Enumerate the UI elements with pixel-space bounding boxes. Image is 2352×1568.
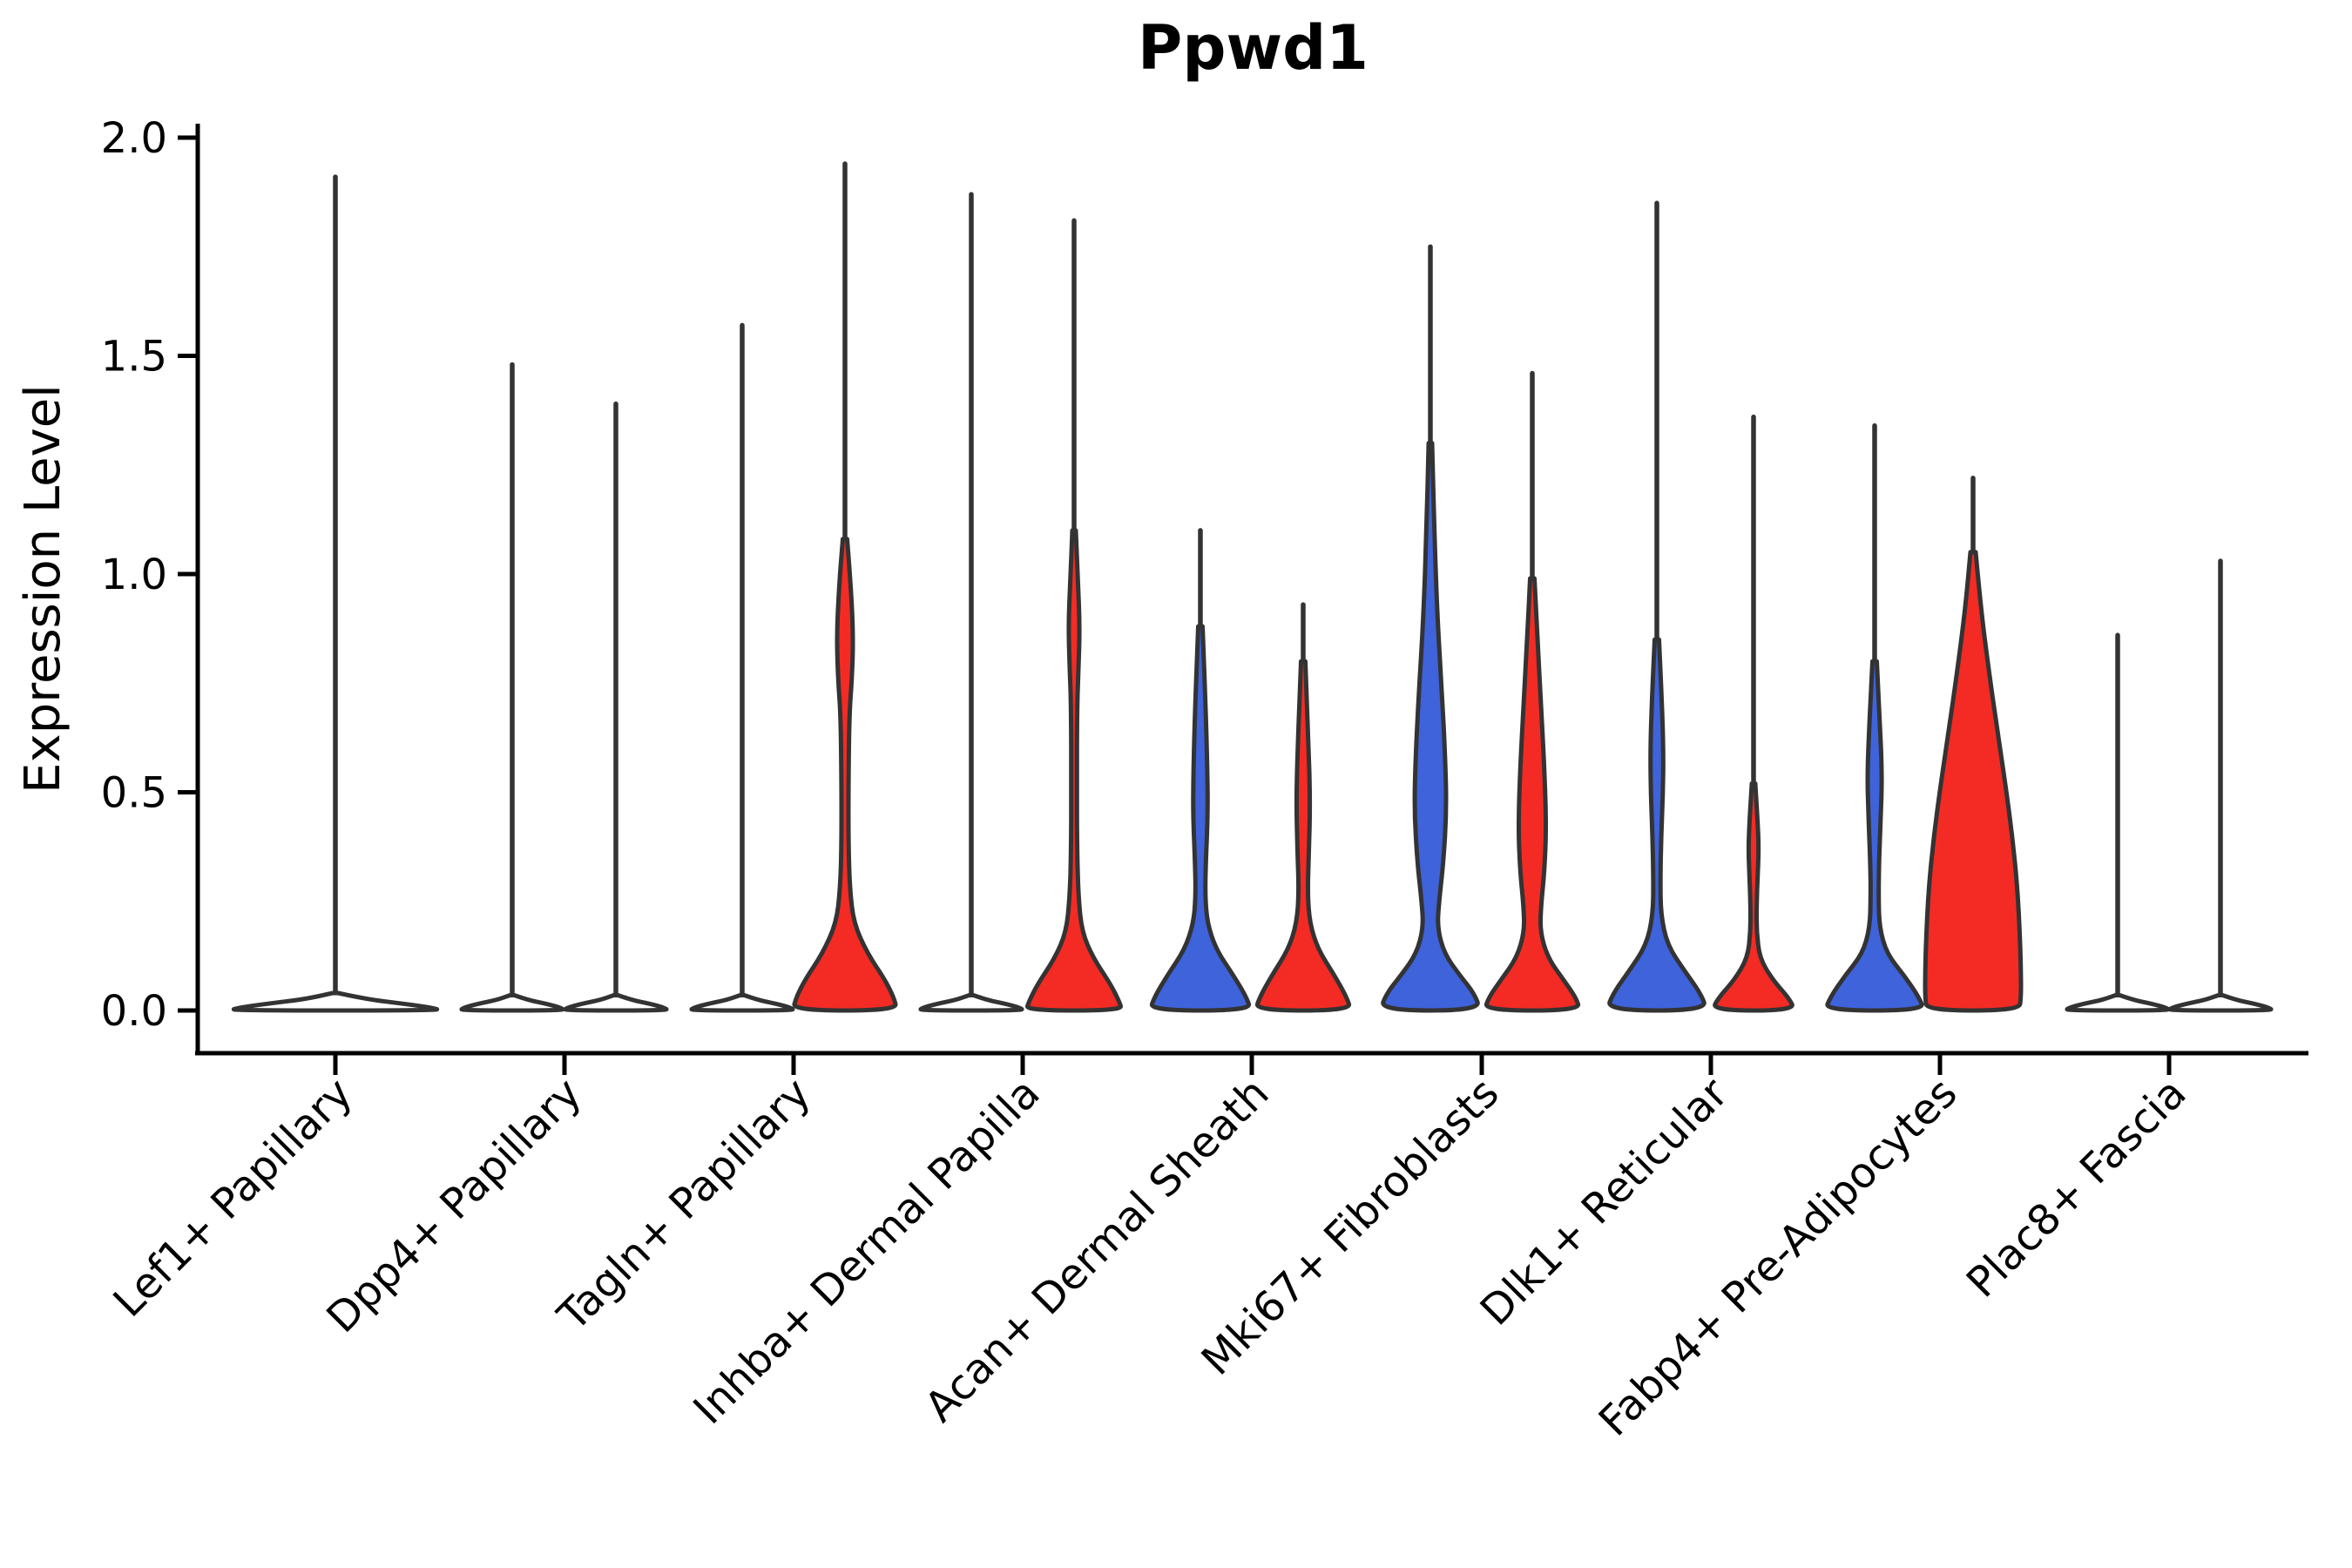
violin-mki67-left	[1381, 441, 1480, 1013]
y-tick-label-0.5: 0.5	[101, 769, 167, 818]
violin-lef1-single	[231, 990, 440, 1013]
violin-fabp4-left	[1825, 659, 1924, 1013]
plot-title: Ppwd1	[1138, 12, 1369, 84]
y-axis-label: Expression Level	[15, 384, 71, 794]
violin-acan-right	[1255, 659, 1351, 1013]
violin-tagln-right	[792, 537, 898, 1013]
x-tick-label-8: Plac8+ Fascia	[1957, 1069, 2196, 1308]
y-tick-label-2.0: 2.0	[101, 114, 167, 163]
y-tick-label-1.5: 1.5	[101, 333, 167, 382]
violin-inhba-right	[1024, 528, 1124, 1013]
x-tick-label-2: Tagln+ Papillary	[548, 1069, 820, 1341]
violin-dpp4-left	[459, 993, 565, 1013]
violin-inhba-left	[918, 993, 1024, 1013]
violin-dpp4-right	[563, 993, 669, 1013]
y-tick-label-1.0: 1.0	[101, 551, 167, 599]
violin-dlk1-right	[1713, 781, 1794, 1013]
violin-fabp4-right	[1923, 550, 2024, 1013]
y-tick-label-0.0: 0.0	[101, 987, 167, 1036]
violin-mki67-right	[1484, 576, 1580, 1013]
x-tick-label-6: Dlk1+ Reticular	[1471, 1069, 1738, 1335]
x-tick-label-0: Lef1+ Papillary	[105, 1069, 362, 1327]
violin-dlk1-left	[1607, 637, 1707, 1013]
x-tick-label-1: Dpp4+ Papillary	[317, 1069, 591, 1342]
violin-acan-left	[1150, 624, 1251, 1013]
violin-tagln-left	[689, 993, 795, 1013]
violin-plac8-right	[2167, 993, 2274, 1013]
violin-plac8-left	[2065, 993, 2171, 1013]
